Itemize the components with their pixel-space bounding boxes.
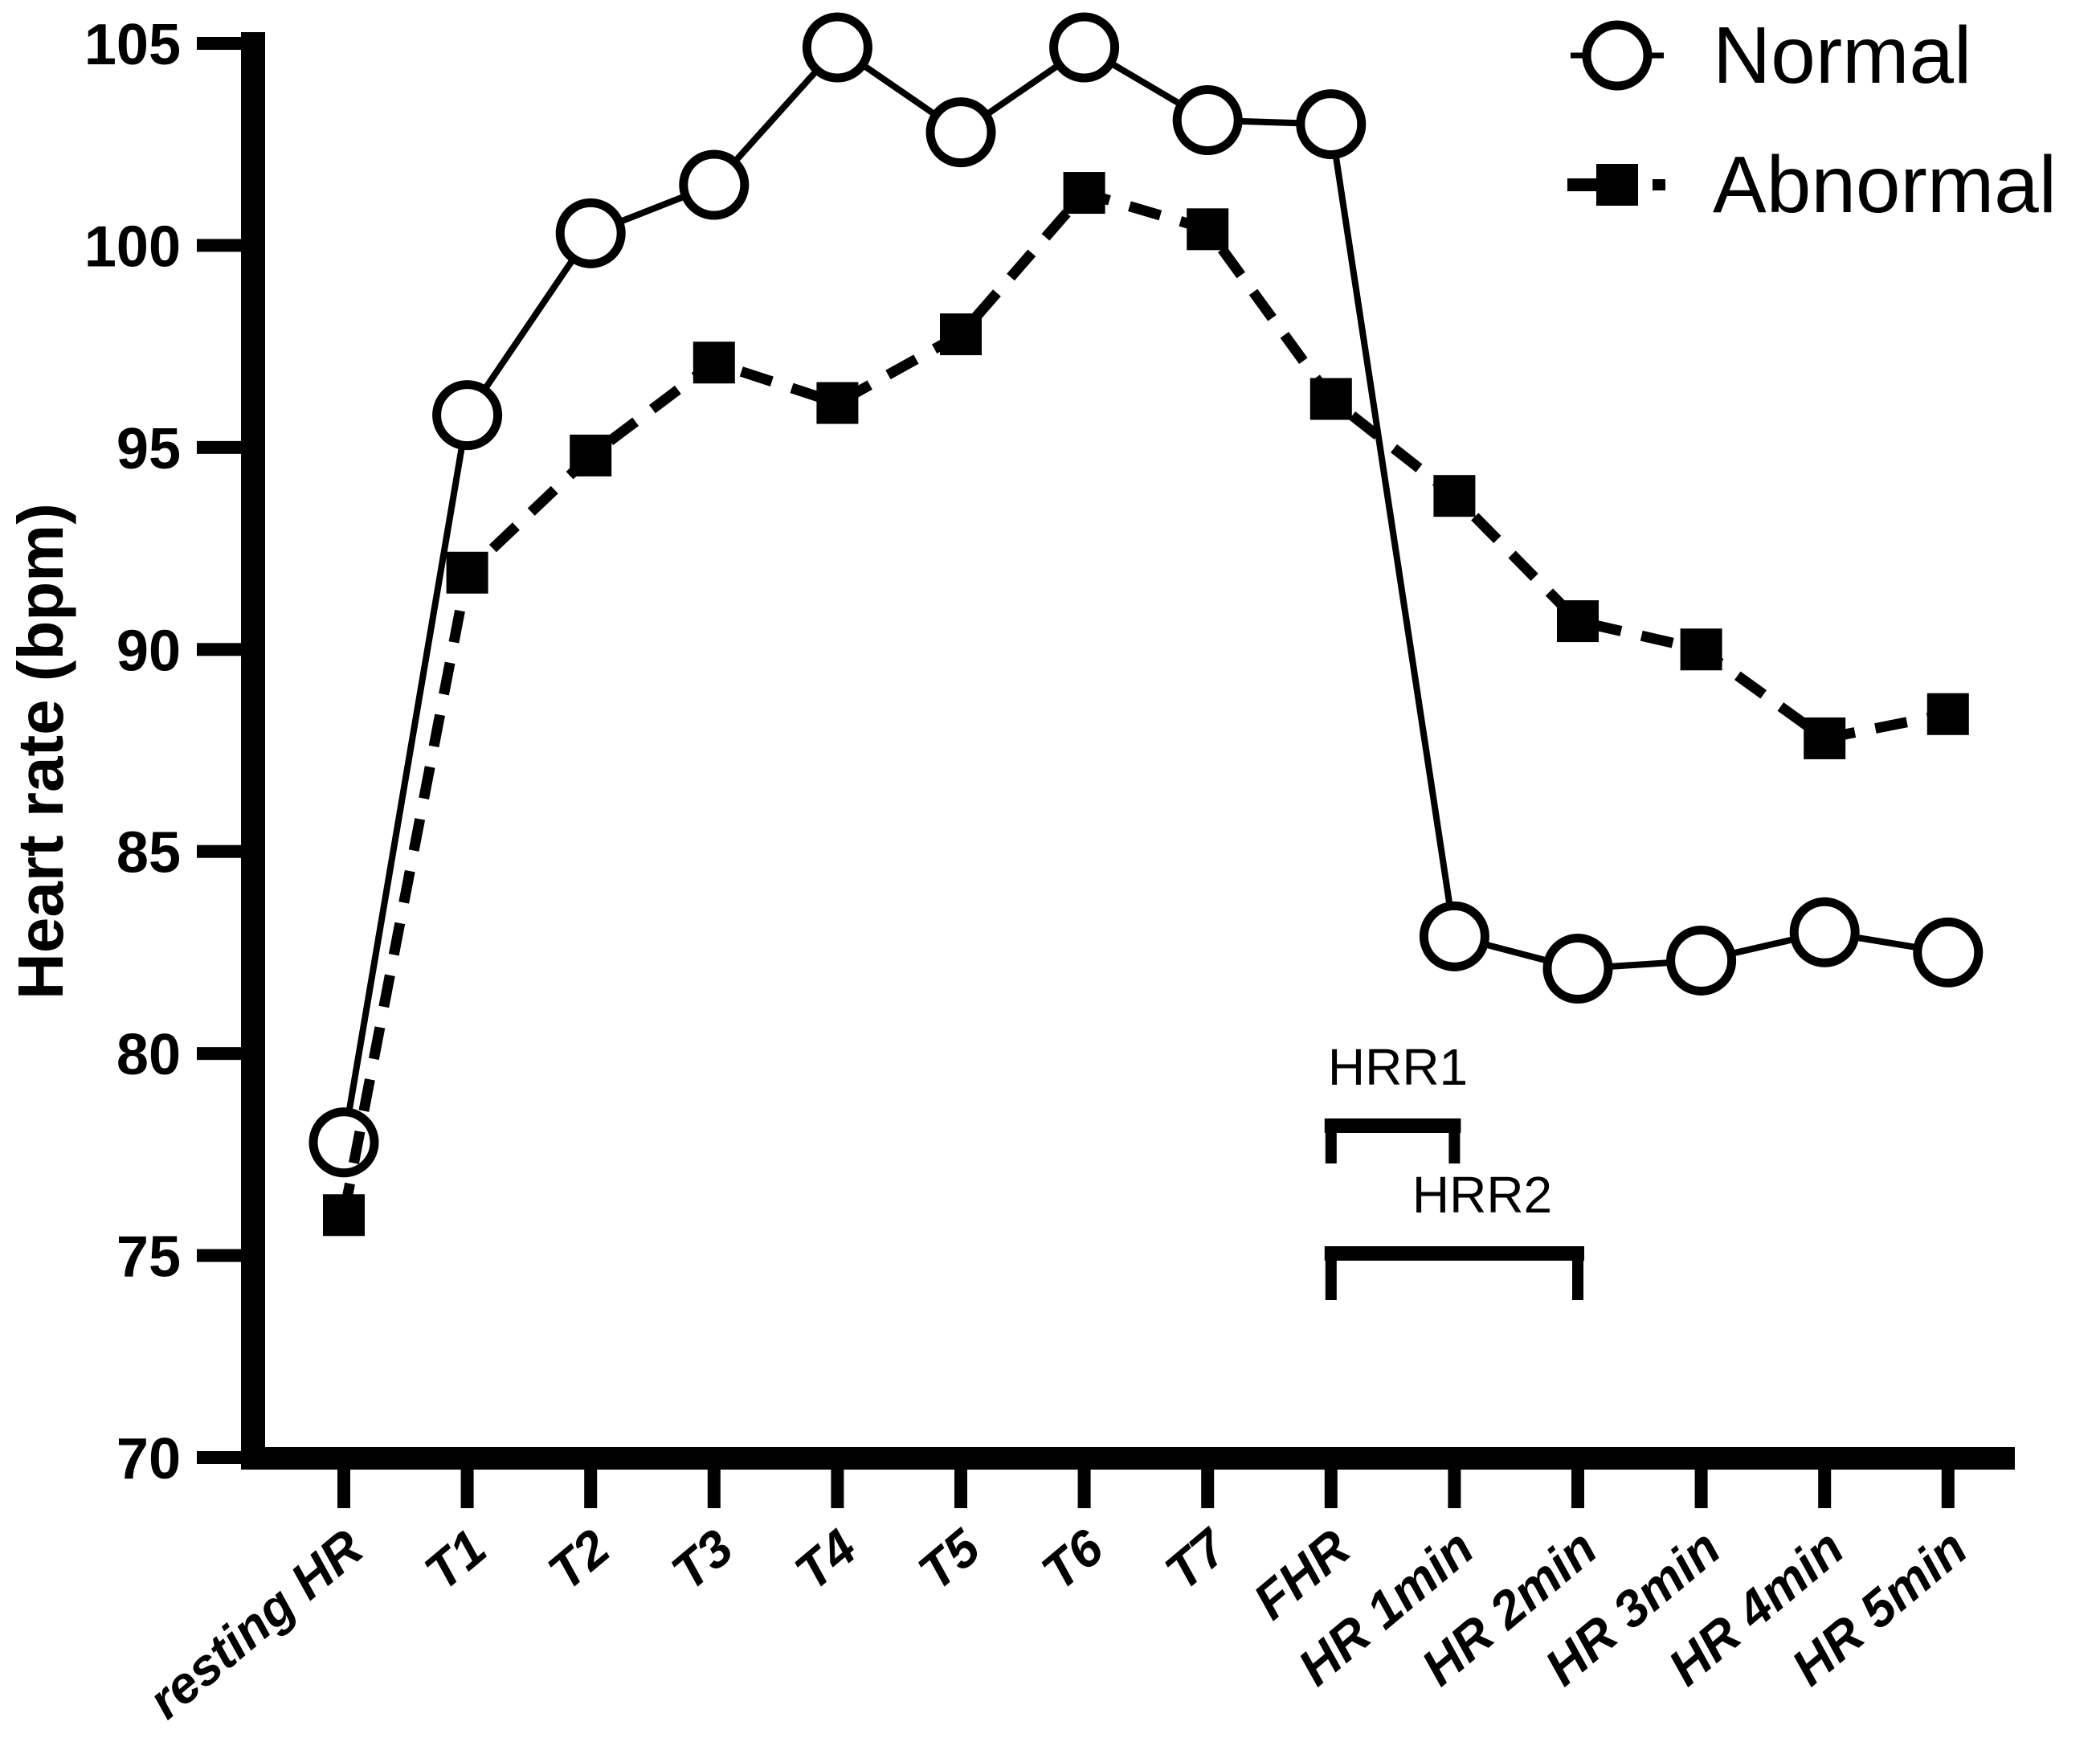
data-point-abnormal <box>940 313 982 356</box>
legend-open-circle-icon <box>1582 20 1653 91</box>
x-axis-spine <box>241 1447 2015 1470</box>
x-tick-label: T2 <box>537 1519 620 1601</box>
data-point-abnormal <box>1063 172 1105 215</box>
bracket-leg <box>1325 1118 1337 1163</box>
data-point-normal <box>1419 901 1489 971</box>
x-tick-label: T4 <box>784 1519 867 1601</box>
annotations: HRR1 HRR2 <box>1324 1038 1584 1300</box>
x-tick <box>460 1470 474 1508</box>
data-point-normal <box>1789 897 1860 967</box>
legend: Normal Abnormal <box>1567 10 2057 230</box>
data-point-normal <box>802 12 872 83</box>
y-tick <box>197 1047 241 1061</box>
y-tick <box>197 37 241 50</box>
y-tick-label: 70 <box>116 1427 181 1491</box>
y-tick <box>197 1451 241 1464</box>
data-point-normal <box>555 198 626 268</box>
data-point-abnormal <box>693 341 735 384</box>
x-tick <box>584 1470 598 1508</box>
data-point-normal <box>679 149 750 220</box>
x-tick <box>831 1470 844 1508</box>
data-point-normal <box>1913 917 1984 987</box>
bracket-leg <box>1448 1118 1461 1163</box>
bracket-leg <box>1572 1246 1583 1300</box>
legend-filled-square-icon <box>1596 164 1638 206</box>
data-point-normal <box>308 1107 379 1178</box>
data-point-normal <box>1049 12 1120 83</box>
y-tick-label: 80 <box>116 1023 181 1087</box>
data-point-normal <box>925 97 996 168</box>
y-axis-spine <box>241 32 265 1470</box>
data-point-abnormal <box>570 434 612 476</box>
x-tick <box>1571 1470 1584 1508</box>
bracket-bar <box>1324 1118 1461 1133</box>
y-tick <box>197 1249 241 1262</box>
series-line-abnormal <box>338 186 1950 1216</box>
data-point-normal <box>1666 925 1737 996</box>
annotation-label-hrr2: HRR2 <box>1412 1166 1552 1224</box>
data-point-abnormal <box>816 382 859 424</box>
x-tick-label: T5 <box>908 1518 992 1601</box>
legend-label-abnormal: Abnormal <box>1713 140 2057 230</box>
data-point-abnormal <box>1926 693 1969 735</box>
y-tick-label: 85 <box>116 821 181 885</box>
data-point-abnormal <box>1433 475 1476 517</box>
y-tick-label: 95 <box>116 417 181 481</box>
x-tick-label: T6 <box>1031 1518 1114 1601</box>
y-tick <box>197 844 241 858</box>
data-series <box>308 12 1984 1237</box>
legend-dot-sample <box>1653 179 1665 190</box>
data-point-abnormal <box>323 1194 365 1237</box>
bracket-bar <box>1324 1246 1584 1261</box>
y-axis-title: Heart rate (bpm) <box>5 503 76 1000</box>
x-tick <box>1324 1470 1338 1508</box>
data-point-normal <box>432 380 503 451</box>
x-tick <box>1694 1470 1708 1508</box>
legend-dash-sample <box>1567 178 1601 191</box>
legend-label-normal: Normal <box>1713 10 1971 100</box>
x-tick <box>707 1470 721 1508</box>
data-point-normal <box>1542 934 1613 1004</box>
data-point-normal <box>1296 89 1367 160</box>
y-tick-label: 75 <box>116 1225 181 1290</box>
x-tick-label: T3 <box>660 1519 743 1601</box>
y-tick <box>197 440 241 454</box>
y-tick <box>197 643 241 656</box>
data-point-abnormal <box>1557 600 1599 643</box>
data-point-abnormal <box>1309 378 1352 420</box>
x-tick <box>954 1470 967 1508</box>
x-tick <box>1448 1470 1461 1508</box>
data-point-normal <box>1172 85 1243 156</box>
bracket-leg <box>1325 1246 1337 1300</box>
x-tick <box>1077 1470 1091 1508</box>
y-tick <box>197 239 241 252</box>
data-point-abnormal <box>1187 208 1229 251</box>
x-tick-label: T1 <box>414 1519 496 1601</box>
x-tick-label: T7 <box>1154 1516 1240 1601</box>
x-tick <box>1201 1470 1215 1508</box>
y-tick-label: 105 <box>84 13 181 77</box>
x-tick <box>1818 1470 1832 1508</box>
data-point-abnormal <box>446 551 488 594</box>
x-tick <box>337 1470 350 1508</box>
x-tick <box>1941 1470 1955 1508</box>
y-tick-label: 100 <box>84 215 181 279</box>
x-tick-label: resting HR <box>137 1519 374 1730</box>
annotation-label-hrr1: HRR1 <box>1328 1038 1468 1096</box>
data-point-abnormal <box>1804 717 1846 759</box>
data-point-abnormal <box>1680 628 1722 671</box>
y-tick-label: 90 <box>116 619 181 683</box>
